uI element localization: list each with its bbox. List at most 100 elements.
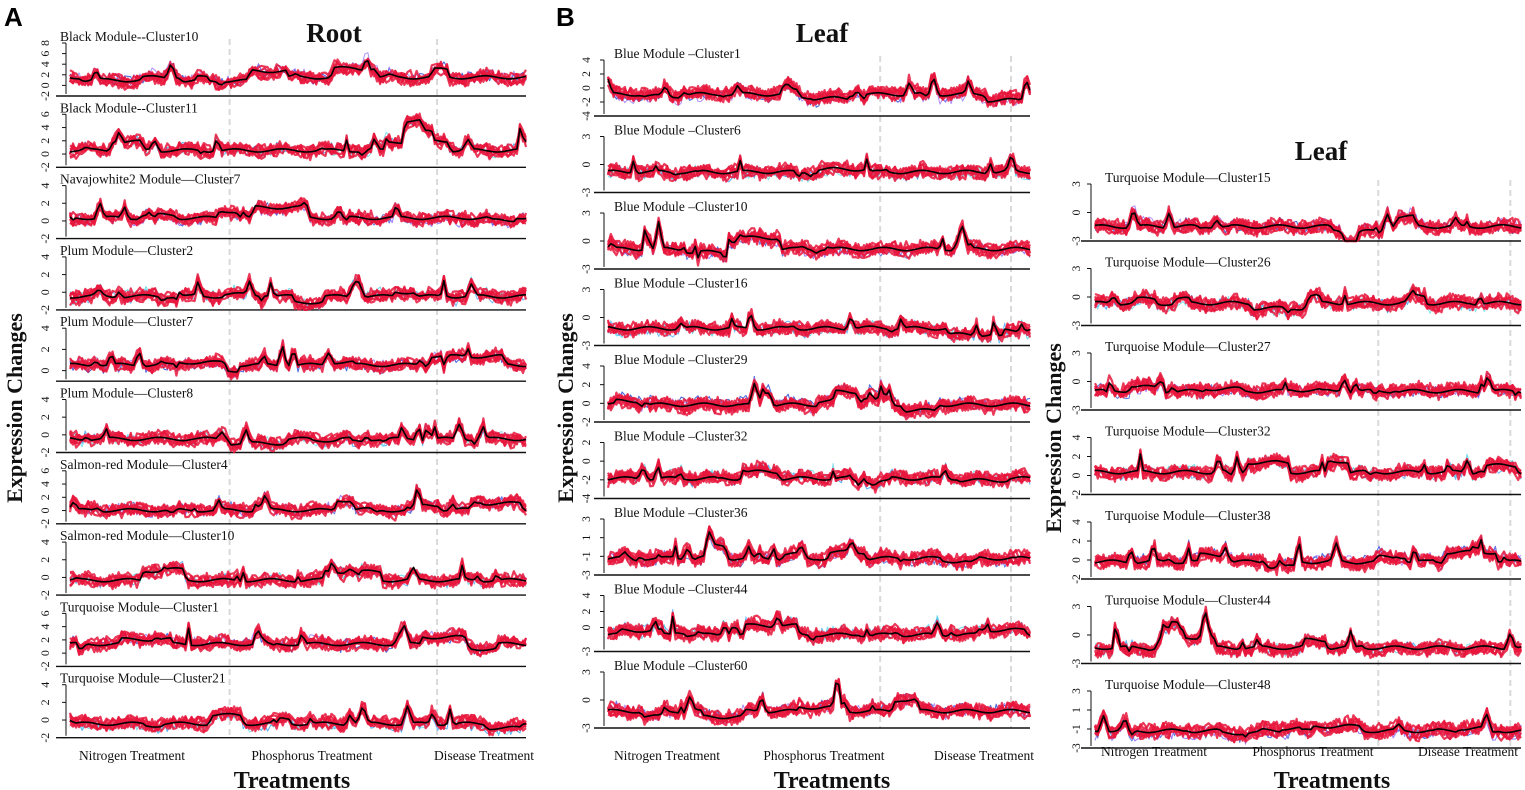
cluster-mean-line bbox=[1094, 713, 1522, 738]
cluster-name-label: Plum Module—Cluster2 bbox=[60, 243, 193, 258]
y-tick-label: -3 bbox=[581, 723, 593, 733]
cluster-mean-line bbox=[607, 221, 1031, 259]
cluster-name-label: Blue Module –Cluster36 bbox=[614, 505, 748, 520]
y-tick-label: 0 bbox=[38, 574, 52, 580]
gene-expression-line bbox=[607, 458, 1031, 488]
panel-2-chart: -4 -2 0 2 4 Blue Module –Cluster1 -3 0 3 Blue Mod… bbox=[581, 46, 1032, 733]
y-tick-label: 2 bbox=[581, 608, 593, 614]
treatment-label: Disease Treatment bbox=[934, 748, 1034, 763]
y-tick-label: 0 bbox=[581, 85, 593, 91]
cluster-mean-line bbox=[69, 705, 527, 731]
y-tick-label: 3 bbox=[1071, 265, 1083, 271]
cluster-name-label: Turquoise Module—Cluster48 bbox=[1105, 677, 1271, 692]
y-tick-label: 2 bbox=[1071, 538, 1083, 544]
y-tick-label: 0 bbox=[1071, 209, 1083, 215]
treatment-label: Disease Treatment bbox=[434, 748, 534, 763]
y-tick-label: 1 bbox=[1071, 707, 1083, 713]
panel-1-y-axis-label: Expression Changes bbox=[2, 313, 27, 503]
cluster-plot: -3 0 2 4 Blue Module –Cluster44 bbox=[581, 582, 1031, 656]
cluster-name-label: Turquoise Module—Cluster44 bbox=[1105, 593, 1271, 608]
panel-3-y-axis-label: Expression Changes bbox=[1041, 343, 1066, 533]
cluster-plot: -3 0 3 Blue Module –Cluster16 bbox=[581, 276, 1032, 350]
y-tick-label: 0 bbox=[1071, 378, 1083, 384]
cluster-mean-line bbox=[1094, 212, 1522, 242]
y-tick-label: 4 bbox=[38, 125, 52, 131]
cluster-plot: -2 0 2 4 Turquoise Module—Cluster32 bbox=[1071, 424, 1523, 499]
cluster-name-label: Turquoise Module—Cluster38 bbox=[1105, 508, 1271, 523]
cluster-mean-line bbox=[1094, 612, 1522, 652]
y-tick-label: 0 bbox=[38, 717, 52, 723]
y-tick-label: 0 bbox=[581, 238, 593, 244]
y-tick-label: 0 bbox=[581, 697, 593, 703]
y-tick-label: 2 bbox=[38, 200, 52, 206]
gene-expression-line bbox=[69, 196, 528, 226]
cluster-mean-line bbox=[69, 279, 527, 305]
cluster-name-label: Blue Module –Cluster16 bbox=[614, 276, 748, 291]
cluster-plot: -3 0 3 Blue Module –Cluster6 bbox=[581, 123, 1032, 197]
y-tick-label: 0 bbox=[38, 289, 52, 295]
treatment-label: Nitrogen Treatment bbox=[1101, 744, 1207, 759]
panel-2-x-axis-label: Treatments bbox=[774, 768, 890, 790]
cluster-mean-line bbox=[1094, 539, 1522, 570]
cluster-name-label: Blue Module –Cluster32 bbox=[614, 429, 748, 444]
gene-expression-line bbox=[68, 490, 527, 518]
cluster-mean-line bbox=[69, 119, 527, 156]
cluster-name-label: Turquoise Module—Cluster21 bbox=[60, 671, 226, 686]
y-tick-label: -1 bbox=[581, 551, 593, 561]
y-tick-label: 2 bbox=[38, 699, 52, 705]
cluster-mean-line bbox=[69, 423, 527, 446]
y-tick-label: 3 bbox=[1071, 350, 1083, 356]
y-tick-label: 0 bbox=[38, 432, 52, 438]
treatment-label: Phosphorus Treatment bbox=[763, 748, 884, 763]
cluster-plot: -2 0 2 4 Salmon-red Module—Cluster10 bbox=[38, 528, 528, 600]
y-tick-label: -3 bbox=[581, 646, 593, 656]
y-tick-label: 4 bbox=[38, 397, 52, 403]
y-tick-label: 4 bbox=[1071, 519, 1083, 525]
y-tick-label: 4 bbox=[38, 61, 52, 67]
cluster-name-label: Blue Module –Cluster44 bbox=[614, 582, 748, 597]
cluster-plot: -3 0 3 Turquoise Module—Cluster27 bbox=[1071, 339, 1523, 415]
treatment-label: Nitrogen Treatment bbox=[79, 748, 185, 763]
cluster-name-label: Plum Module—Cluster7 bbox=[60, 314, 193, 329]
cluster-mean-line bbox=[607, 466, 1031, 486]
y-tick-label: 4 bbox=[38, 254, 52, 260]
y-tick-label: -2 bbox=[581, 475, 593, 485]
plots-layer: -2 0 2 4 6 8 Black Module--Cluster10 -2 0 2 4 6 Blac… bbox=[38, 29, 1523, 753]
cluster-name-label: Black Module--Cluster11 bbox=[60, 100, 198, 115]
gene-expression-line bbox=[607, 313, 1031, 343]
y-tick-label: 0 bbox=[38, 82, 52, 88]
cluster-plot: -2 0 2 4 Plum Module—Cluster8 bbox=[38, 386, 527, 458]
y-tick-label: 4 bbox=[1071, 434, 1083, 440]
treatment-label: Disease Treatment bbox=[1418, 744, 1518, 759]
panel-1-chart: -2 0 2 4 6 8 Black Module--Cluster10 -2 0 2 4 6 Blac… bbox=[38, 29, 528, 743]
panel-2-y-axis-label: Expression Changes bbox=[553, 313, 578, 503]
cluster-plot: -2 0 2 4 Navajowhite2 Module—Cluster7 bbox=[38, 172, 528, 244]
y-tick-label: -2 bbox=[581, 417, 593, 427]
gene-expression-line bbox=[69, 423, 527, 451]
y-tick-label: 2 bbox=[581, 71, 593, 77]
y-tick-label: 4 bbox=[581, 363, 593, 369]
cluster-name-label: Blue Module –Cluster6 bbox=[614, 123, 741, 138]
y-tick-label: 3 bbox=[581, 210, 593, 216]
panel-1-x-axis-label: Treatments bbox=[234, 768, 350, 790]
y-tick-label: -3 bbox=[1071, 320, 1083, 330]
cluster-mean-line bbox=[69, 201, 527, 223]
y-tick-label: 2 bbox=[38, 138, 52, 144]
gene-expression-line bbox=[69, 119, 527, 162]
y-tick-label: 0 bbox=[1071, 557, 1083, 563]
cluster-mean-line bbox=[607, 615, 1031, 641]
y-tick-label: 2 bbox=[38, 72, 52, 78]
cluster-plot: -3 -1 1 3 Turquoise Module—Cluster48 bbox=[1071, 677, 1523, 753]
y-tick-label: -2 bbox=[38, 91, 52, 101]
y-tick-label: -3 bbox=[581, 187, 593, 197]
cluster-plot: -4 -2 0 2 4 Blue Module –Cluster1 bbox=[581, 46, 1032, 121]
y-tick-label: -2 bbox=[1071, 489, 1083, 499]
gene-expression-line bbox=[1094, 290, 1522, 321]
gene-expression-line bbox=[607, 75, 1032, 105]
gene-expression-line bbox=[1094, 286, 1523, 317]
cluster-mean-line bbox=[69, 60, 527, 86]
cluster-plot: -2 0 2 4 Blue Module –Cluster29 bbox=[581, 352, 1031, 427]
y-tick-label: -2 bbox=[38, 162, 52, 172]
